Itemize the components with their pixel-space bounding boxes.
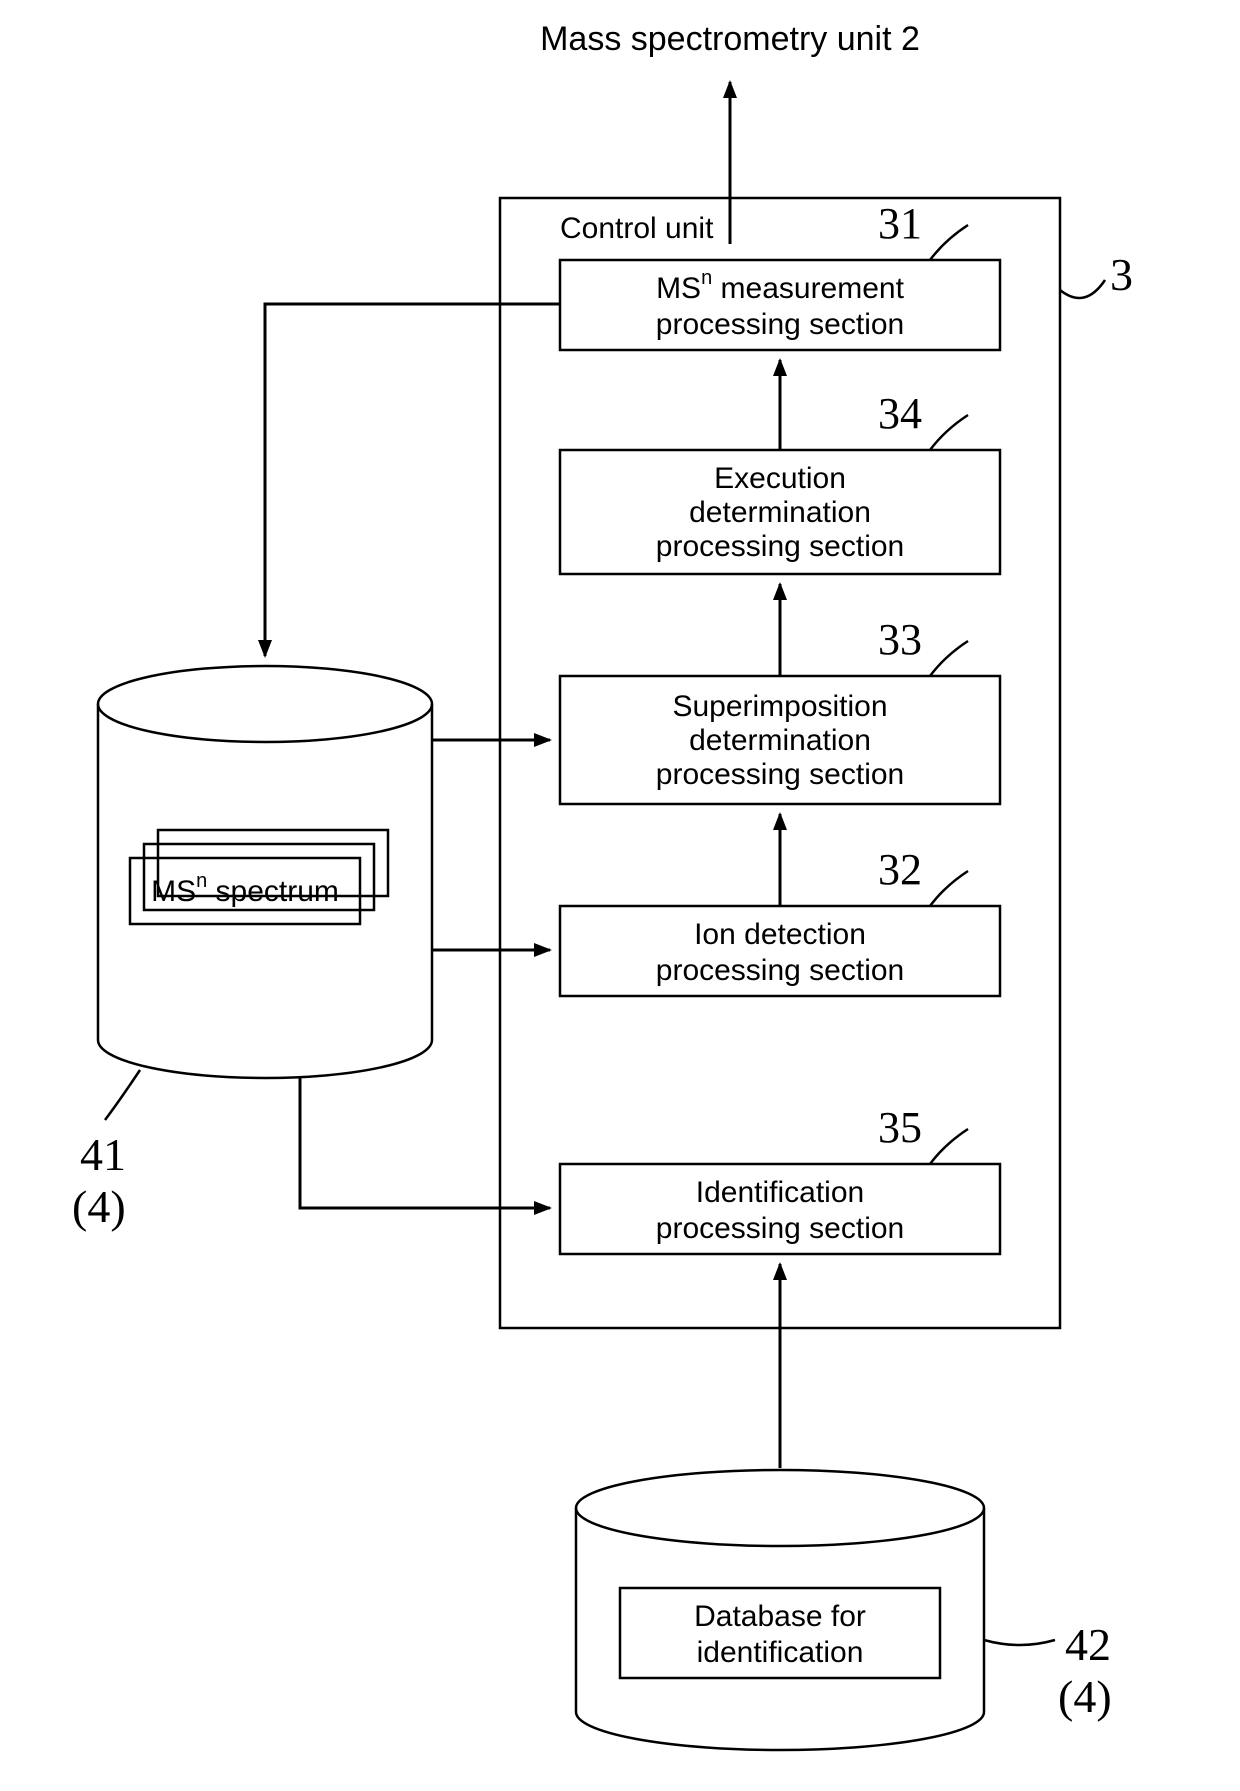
ref-41-leader (105, 1070, 140, 1120)
db-41: MSn spectrum (98, 666, 432, 1078)
ref-42a: 42 (1065, 1619, 1111, 1670)
block-35: Identification processing section 35 (560, 1103, 1000, 1254)
ref-31: 31 (878, 199, 922, 248)
ref-31-leader (930, 225, 968, 260)
ref-42b: (4) (1058, 1671, 1112, 1722)
b31-l1-sup: n (701, 267, 712, 289)
b33-l3: processing section (656, 758, 904, 791)
b31-l2: processing section (656, 308, 904, 341)
ref-35-leader (930, 1129, 968, 1164)
control-unit-label: Control unit (560, 212, 714, 245)
b35-l1: Identification (696, 1176, 864, 1209)
ref-41a: 41 (80, 1129, 126, 1180)
b33-l2: determination (689, 724, 871, 757)
ref-33: 33 (878, 615, 922, 664)
b33-l1: Superimposition (672, 690, 887, 723)
ref-34: 34 (878, 389, 922, 438)
b34-l3: processing section (656, 530, 904, 563)
arrow-31-to-db (265, 304, 560, 656)
spectrum-prefix: MS (151, 875, 196, 908)
b34-l2: determination (689, 496, 871, 529)
ref-42-leader (984, 1640, 1055, 1645)
ref-3: 3 (1110, 249, 1133, 300)
svg-text:MSn measurement: MSn measurement (656, 267, 905, 305)
b31-l1-suffix: measurement (712, 272, 904, 305)
b31-l1-prefix: MS (656, 272, 701, 305)
ref-3-leader (1060, 280, 1105, 298)
b32-l2: processing section (656, 954, 904, 987)
svg-text:MSn spectrum: MSn spectrum (151, 870, 339, 908)
top-title: Mass spectrometry unit 2 (540, 20, 920, 58)
ref-35: 35 (878, 1103, 922, 1152)
spectrum-sup: n (196, 870, 207, 892)
db42-l1: Database for (694, 1600, 866, 1633)
b32-l1: Ion detection (694, 918, 866, 951)
b35-l2: processing section (656, 1212, 904, 1245)
arrow-db-to-35 (300, 1076, 550, 1208)
spectrum-suffix: spectrum (207, 875, 339, 908)
ref-32: 32 (878, 845, 922, 894)
db42-l2: identification (697, 1636, 864, 1669)
ref-32-leader (930, 871, 968, 906)
db-42: Database for identification (576, 1470, 984, 1750)
ref-33-leader (930, 641, 968, 676)
ref-41b: (4) (72, 1181, 126, 1232)
b34-l1: Execution (714, 462, 846, 495)
ref-34-leader (930, 415, 968, 450)
